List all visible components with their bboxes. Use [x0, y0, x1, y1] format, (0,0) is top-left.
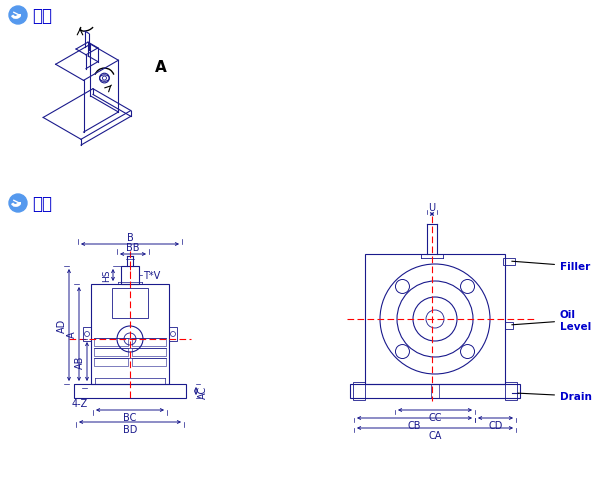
Text: CB: CB: [408, 420, 421, 430]
Bar: [365, 254, 505, 384]
Text: B: B: [127, 232, 133, 242]
Circle shape: [9, 7, 27, 25]
Bar: [94, 358, 128, 366]
Text: 規格: 規格: [32, 194, 52, 213]
Bar: [121, 266, 139, 285]
Bar: [91, 285, 169, 384]
Circle shape: [9, 194, 27, 213]
Text: BB: BB: [126, 242, 140, 252]
Bar: [505, 323, 513, 329]
Bar: [431, 384, 439, 398]
Bar: [112, 288, 148, 318]
Text: 軸向: 軸向: [32, 7, 52, 25]
Bar: [94, 348, 128, 356]
Bar: [350, 384, 520, 398]
Bar: [132, 338, 166, 346]
Text: AB: AB: [75, 355, 85, 369]
Text: BD: BD: [123, 424, 137, 434]
Text: U: U: [428, 203, 436, 213]
Bar: [353, 382, 365, 400]
Text: HS: HS: [102, 269, 111, 282]
Bar: [503, 258, 515, 265]
Text: BC: BC: [124, 412, 137, 422]
Text: CD: CD: [488, 420, 503, 430]
Text: A: A: [67, 331, 77, 337]
Text: AC: AC: [198, 384, 208, 398]
Text: A: A: [155, 60, 167, 75]
Bar: [94, 338, 128, 346]
Text: CA: CA: [428, 430, 442, 440]
Text: Filler: Filler: [512, 262, 590, 271]
Bar: [132, 348, 166, 356]
Bar: [74, 384, 186, 398]
Bar: [83, 327, 91, 341]
Text: AD: AD: [57, 318, 67, 333]
Bar: [505, 382, 517, 400]
Text: T*V: T*V: [143, 270, 160, 280]
Bar: [169, 327, 177, 341]
Text: Oil
Level: Oil Level: [512, 310, 591, 331]
Text: CC: CC: [428, 412, 442, 422]
Text: Drain: Drain: [518, 391, 592, 401]
Bar: [132, 358, 166, 366]
Text: 4-Z: 4-Z: [72, 398, 88, 408]
